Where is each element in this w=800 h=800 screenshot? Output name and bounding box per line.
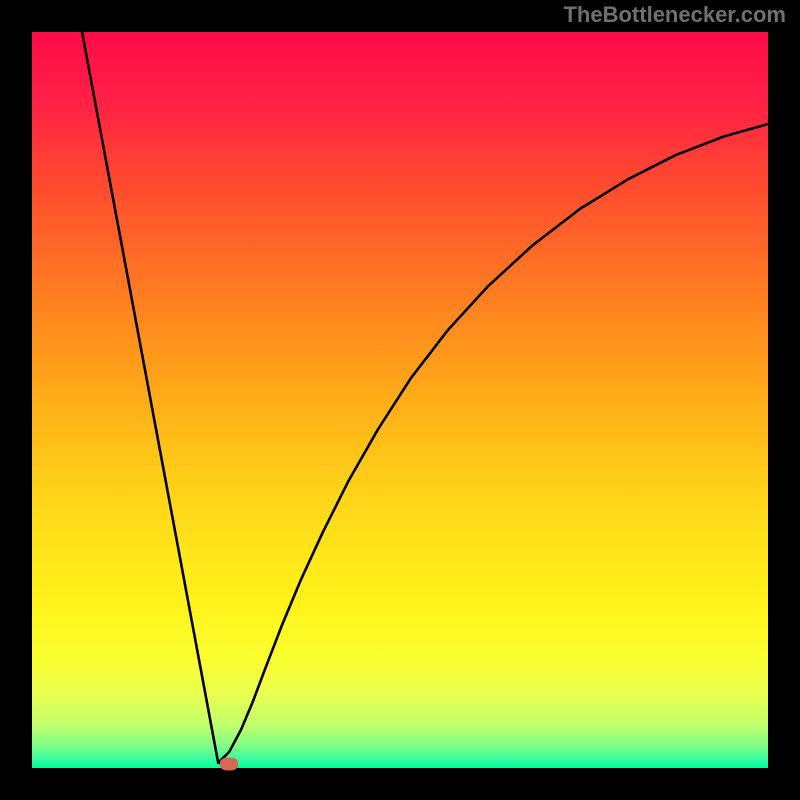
plot-area: [32, 32, 768, 768]
bottleneck-curve: [32, 32, 768, 768]
chart-container: TheBottlenecker.com: [0, 0, 800, 800]
watermark-text: TheBottlenecker.com: [563, 2, 786, 28]
optimum-marker: [220, 757, 238, 770]
